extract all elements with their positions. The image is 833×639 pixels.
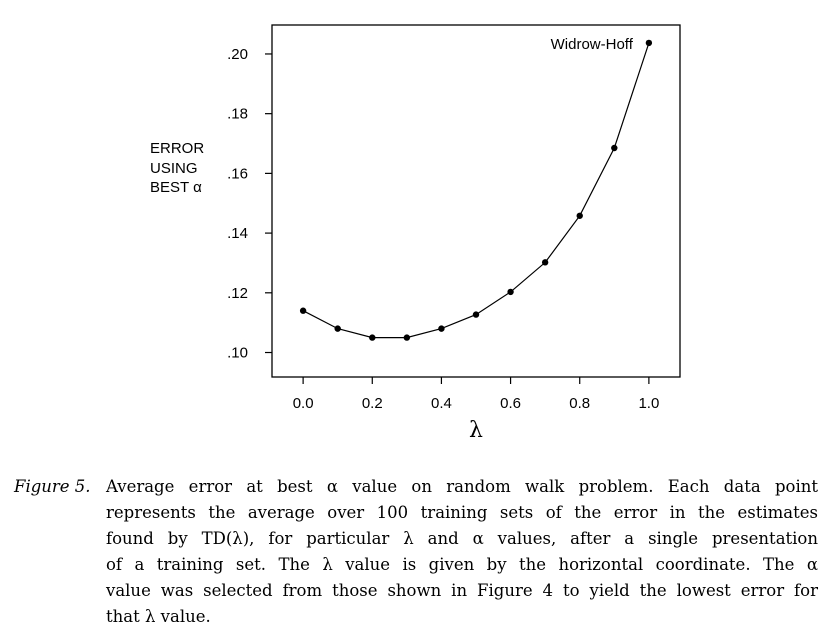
data-point bbox=[403, 334, 411, 341]
y-tick-label: .20 bbox=[227, 46, 248, 63]
caption-line: represents the average over 100 training… bbox=[106, 503, 818, 522]
y-tick-label: .16 bbox=[227, 165, 248, 182]
data-point bbox=[438, 325, 445, 332]
data-point bbox=[334, 325, 341, 332]
figure-caption: Figure 5. Average error at best α value … bbox=[14, 474, 818, 630]
error-vs-lambda-chart: .10 .12 .14 .16 .18 .20 0.0 0.2 0.4 0.6 0.8 1.0 ER… bbox=[150, 24, 681, 443]
y-tick-label: .18 bbox=[227, 106, 248, 123]
y-axis-label-line-2: USING bbox=[150, 160, 198, 177]
data-point bbox=[541, 259, 549, 266]
x-tick-label: 0.2 bbox=[362, 395, 383, 412]
widrow-hoff-annotation: Widrow-Hoff bbox=[551, 36, 634, 53]
data-point bbox=[576, 212, 583, 219]
x-tick-label: 1.0 bbox=[638, 395, 659, 412]
caption-line: found by TD(λ), for particular λ and α v… bbox=[106, 529, 818, 548]
data-point bbox=[611, 144, 618, 152]
caption-text: Average error at best α value on random … bbox=[106, 474, 818, 630]
caption-line: Average error at best α value on random … bbox=[106, 477, 818, 496]
caption-line: of a training set. The λ value is given … bbox=[106, 555, 818, 574]
caption-label: Figure 5. bbox=[14, 477, 91, 496]
y-axis-label-line-1: ERROR bbox=[150, 140, 204, 157]
data-point bbox=[472, 311, 480, 318]
x-tick-label: 0.6 bbox=[500, 395, 521, 412]
data-point bbox=[507, 288, 514, 296]
data-point bbox=[369, 334, 376, 341]
data-point bbox=[299, 307, 307, 314]
x-axis-ticks: 0.0 0.2 0.4 0.6 0.8 1.0 bbox=[293, 377, 659, 412]
caption-line: value was selected from those shown in F… bbox=[106, 581, 818, 600]
y-tick-label: .14 bbox=[227, 225, 248, 242]
y-tick-label: .10 bbox=[227, 345, 248, 362]
data-point bbox=[645, 39, 653, 47]
data-points bbox=[299, 39, 653, 341]
x-tick-label: 0.8 bbox=[569, 395, 590, 412]
x-axis-label: λ bbox=[469, 418, 483, 443]
y-axis-label-line-3: BEST α bbox=[150, 179, 202, 196]
y-axis-ticks: .10 .12 .14 .16 .18 .20 bbox=[227, 46, 272, 362]
x-tick-label: 0.4 bbox=[431, 395, 452, 412]
y-tick-label: .12 bbox=[227, 285, 248, 302]
x-tick-label: 0.0 bbox=[293, 395, 314, 412]
series-line bbox=[302, 42, 650, 339]
plot-frame bbox=[271, 24, 681, 378]
caption-line: that λ value. bbox=[106, 607, 211, 626]
